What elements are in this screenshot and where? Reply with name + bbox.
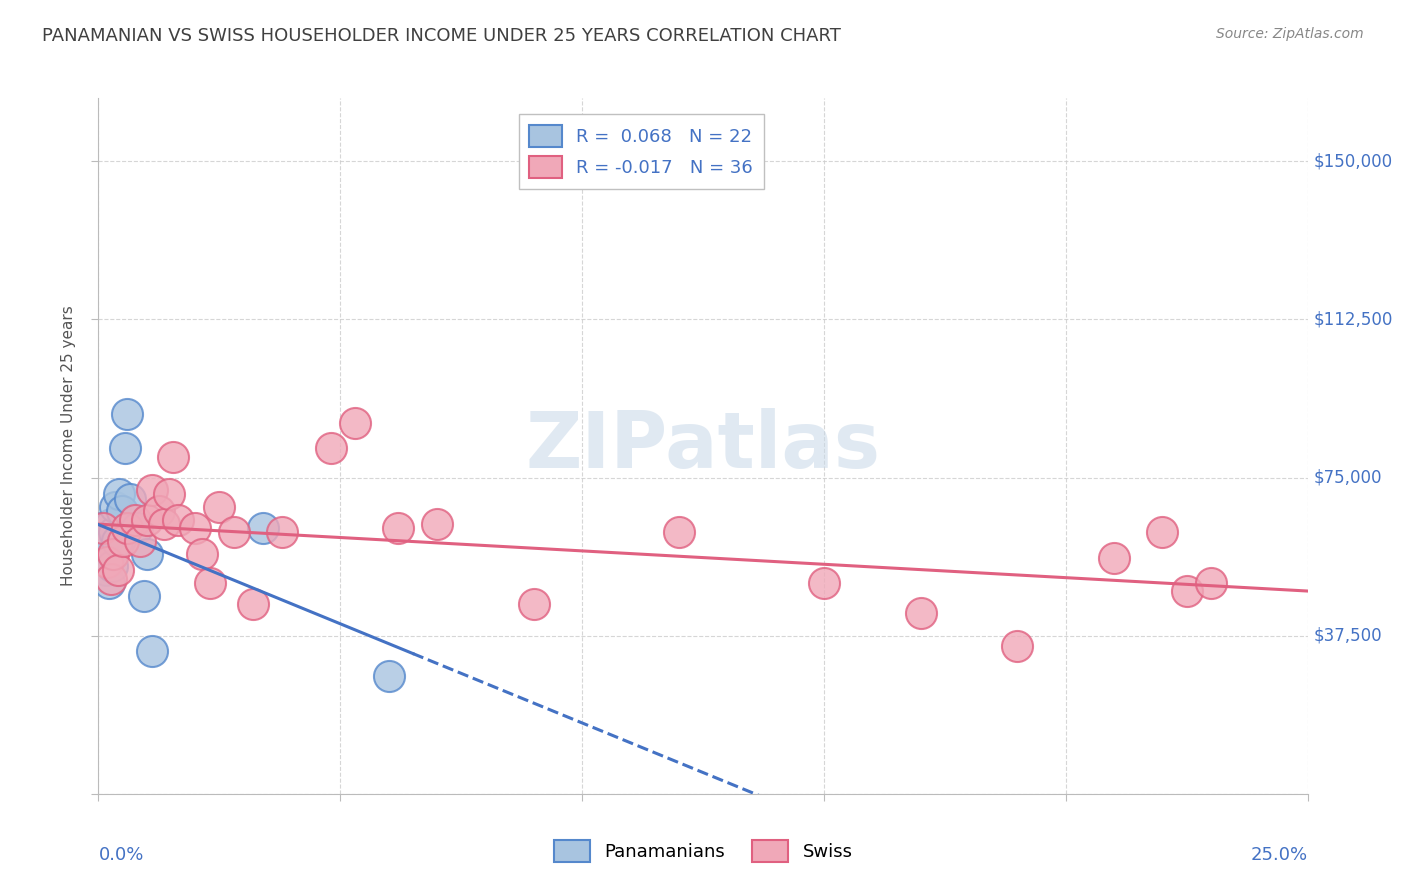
- Point: [162, 450, 184, 464]
- Text: 25.0%: 25.0%: [1250, 846, 1308, 864]
- Point: [100, 516, 122, 531]
- Point: [96, 533, 118, 548]
- Point: [111, 533, 134, 548]
- Point: [127, 521, 149, 535]
- Point: [426, 516, 449, 531]
- Point: [101, 547, 124, 561]
- Point: [134, 589, 156, 603]
- Point: [141, 643, 163, 657]
- Point: [242, 597, 264, 611]
- Point: [191, 547, 214, 561]
- Point: [103, 525, 125, 540]
- Point: [523, 597, 546, 611]
- Y-axis label: Householder Income Under 25 years: Householder Income Under 25 years: [60, 306, 76, 586]
- Legend: Panamanians, Swiss: Panamanians, Swiss: [547, 833, 859, 870]
- Point: [135, 513, 157, 527]
- Point: [135, 547, 157, 561]
- Point: [97, 555, 120, 569]
- Text: $37,500: $37,500: [1313, 627, 1382, 645]
- Point: [184, 521, 207, 535]
- Point: [118, 491, 141, 506]
- Point: [91, 547, 114, 561]
- Point: [100, 572, 122, 586]
- Point: [271, 525, 294, 540]
- Point: [91, 521, 114, 535]
- Point: [319, 441, 342, 455]
- Point: [1175, 584, 1198, 599]
- Point: [343, 416, 366, 430]
- Text: $150,000: $150,000: [1313, 153, 1393, 170]
- Point: [387, 521, 409, 535]
- Point: [101, 559, 124, 574]
- Point: [111, 504, 134, 518]
- Point: [98, 576, 121, 591]
- Text: Source: ZipAtlas.com: Source: ZipAtlas.com: [1216, 27, 1364, 41]
- Point: [117, 521, 139, 535]
- Point: [107, 487, 129, 501]
- Point: [104, 500, 127, 515]
- Point: [1007, 640, 1029, 654]
- Point: [910, 606, 932, 620]
- Point: [222, 525, 245, 540]
- Point: [124, 513, 146, 527]
- Point: [91, 521, 114, 535]
- Point: [96, 555, 118, 569]
- Point: [105, 533, 128, 548]
- Point: [252, 521, 274, 535]
- Point: [128, 533, 150, 548]
- Point: [107, 563, 129, 577]
- Point: [94, 563, 117, 577]
- Point: [148, 504, 170, 518]
- Point: [114, 441, 136, 455]
- Text: $112,500: $112,500: [1313, 310, 1393, 328]
- Point: [198, 576, 221, 591]
- Point: [668, 525, 690, 540]
- Text: ZIPatlas: ZIPatlas: [526, 408, 880, 484]
- Text: $75,000: $75,000: [1313, 468, 1382, 487]
- Text: 0.0%: 0.0%: [98, 846, 143, 864]
- Point: [152, 516, 174, 531]
- Point: [117, 408, 139, 422]
- Point: [1102, 550, 1125, 565]
- Point: [208, 500, 231, 515]
- Text: PANAMANIAN VS SWISS HOUSEHOLDER INCOME UNDER 25 YEARS CORRELATION CHART: PANAMANIAN VS SWISS HOUSEHOLDER INCOME U…: [42, 27, 841, 45]
- Point: [157, 487, 180, 501]
- Point: [141, 483, 163, 498]
- Point: [167, 513, 190, 527]
- Point: [813, 576, 835, 591]
- Legend: R =  0.068   N = 22, R = -0.017   N = 36: R = 0.068 N = 22, R = -0.017 N = 36: [519, 114, 763, 189]
- Point: [1199, 576, 1222, 591]
- Point: [1152, 525, 1174, 540]
- Point: [377, 669, 399, 683]
